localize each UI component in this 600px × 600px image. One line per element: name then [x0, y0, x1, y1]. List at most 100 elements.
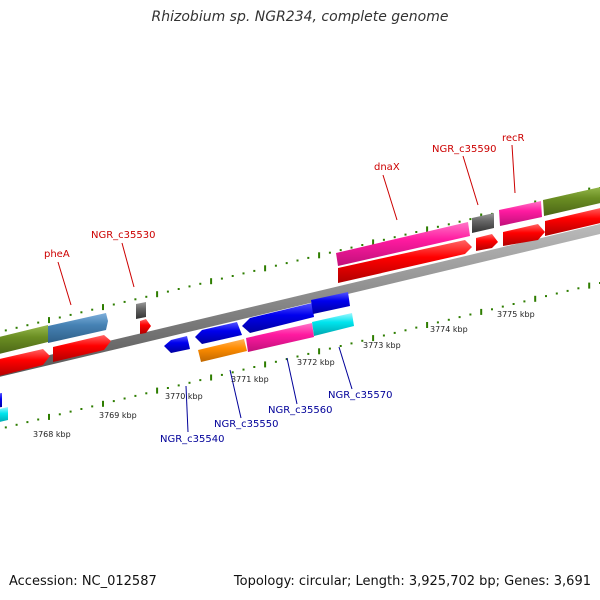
tick-mark [307, 352, 310, 355]
tick-mark [4, 426, 7, 429]
tick-mark [361, 244, 364, 246]
gene-cyan-left [0, 407, 8, 422]
gene-gray-small [136, 302, 146, 319]
scale-label: 3768 kbp [33, 430, 71, 439]
tick-mark [382, 334, 385, 337]
tick-mark [199, 379, 202, 382]
tick-mark [123, 300, 126, 303]
tick-mark [26, 324, 29, 327]
gene-label-NGR_c35590: NGR_c35590 [432, 144, 497, 155]
gene-cds-left-1 [0, 349, 50, 376]
tick-mark [242, 272, 245, 275]
tick-mark [199, 282, 202, 285]
tick-mark [339, 249, 342, 252]
tick-mark [145, 392, 148, 395]
tick-mark [415, 326, 418, 329]
tick-mark [102, 400, 104, 407]
tick-mark [512, 303, 515, 305]
tick-mark [307, 256, 310, 259]
tick-mark [242, 368, 245, 371]
tick-mark [177, 288, 180, 290]
tick-mark [318, 348, 321, 355]
tick-mark [264, 265, 267, 272]
gene-label-dnaX: dnaX [374, 162, 400, 173]
tick-mark [274, 360, 277, 363]
tick-mark [58, 316, 61, 319]
tick-mark [285, 262, 288, 265]
tick-mark [231, 371, 234, 374]
gene-label-NGR_c35560: NGR_c35560 [268, 405, 333, 416]
tick-mark [220, 277, 223, 280]
tick-mark [501, 305, 504, 308]
tick-mark [469, 218, 472, 221]
tick-mark [91, 405, 94, 408]
scale-label: 3773 kbp [363, 341, 401, 350]
tick-mark [188, 381, 191, 384]
tick-mark [350, 342, 353, 345]
tick-mark [112, 303, 115, 306]
scale-label: 3775 kbp [497, 310, 535, 319]
tick-mark [80, 408, 83, 410]
tick-mark [166, 387, 169, 389]
gene-olive-left [0, 325, 48, 354]
scale-label: 3772 kbp [297, 358, 335, 367]
gene-NGR_c35550 [195, 322, 242, 344]
tick-mark [69, 410, 72, 413]
tick-mark [37, 321, 40, 324]
leader-lines [57, 144, 516, 433]
gene-NGR_c35550-cds [198, 339, 247, 362]
gene-NGR_c35570 [311, 292, 350, 314]
tick-mark [156, 387, 159, 394]
tick-mark [123, 397, 126, 400]
tick-mark [69, 313, 72, 316]
tick-mark [80, 311, 83, 314]
gene-label-NGR_c35550: NGR_c35550 [214, 419, 279, 430]
tick-mark [58, 413, 61, 416]
tick-mark [285, 358, 288, 361]
tick-mark [91, 308, 94, 311]
scale-label: 3771 kbp [231, 375, 269, 384]
scale-label: 3769 kbp [99, 411, 137, 420]
tick-mark [210, 374, 213, 381]
tick-mark [447, 318, 450, 321]
tick-mark [458, 220, 461, 223]
tick-mark [210, 278, 213, 285]
tick-mark [318, 252, 321, 259]
tick-mark [469, 313, 472, 316]
tick-mark [436, 321, 439, 324]
tick-mark [4, 329, 7, 332]
gene-label-NGR_c35530: NGR_c35530 [91, 230, 156, 241]
tick-mark [102, 304, 104, 311]
tick-mark [253, 366, 256, 368]
tick-mark [253, 269, 256, 272]
gene-recR-cds [503, 224, 545, 246]
tick-mark [134, 298, 137, 301]
tick-mark [545, 295, 547, 298]
tick-mark [382, 238, 385, 241]
tick-mark [339, 345, 342, 347]
gene-cds-left-2 [53, 335, 111, 362]
tick-mark [26, 421, 29, 424]
tick-mark [48, 413, 50, 420]
tick-mark [156, 291, 159, 298]
gene-cds-right [545, 208, 600, 236]
tick-mark [350, 246, 353, 249]
scale-labels: 3768 kbp 3769 kbp 3770 kbp 3771 kbp 3772… [33, 310, 535, 439]
tick-mark [426, 226, 429, 233]
tick-mark [491, 308, 493, 311]
gene-cds-small [140, 319, 151, 334]
tick-mark [274, 264, 277, 267]
tick-mark [404, 233, 407, 236]
scale-label: 3774 kbp [430, 325, 468, 334]
tick-mark [328, 251, 331, 254]
gene-label-recR: recR [502, 133, 525, 144]
tick-mark [404, 329, 407, 332]
gene-label-NGR_c35570: NGR_c35570 [328, 390, 393, 401]
tick-mark [231, 275, 234, 277]
gene-recR [499, 201, 542, 226]
backbone [0, 224, 600, 377]
map-title: Rhizobium sp. NGR234, complete genome [151, 9, 449, 25]
tick-mark [48, 317, 50, 324]
gene-NGR_c35590 [472, 213, 494, 233]
